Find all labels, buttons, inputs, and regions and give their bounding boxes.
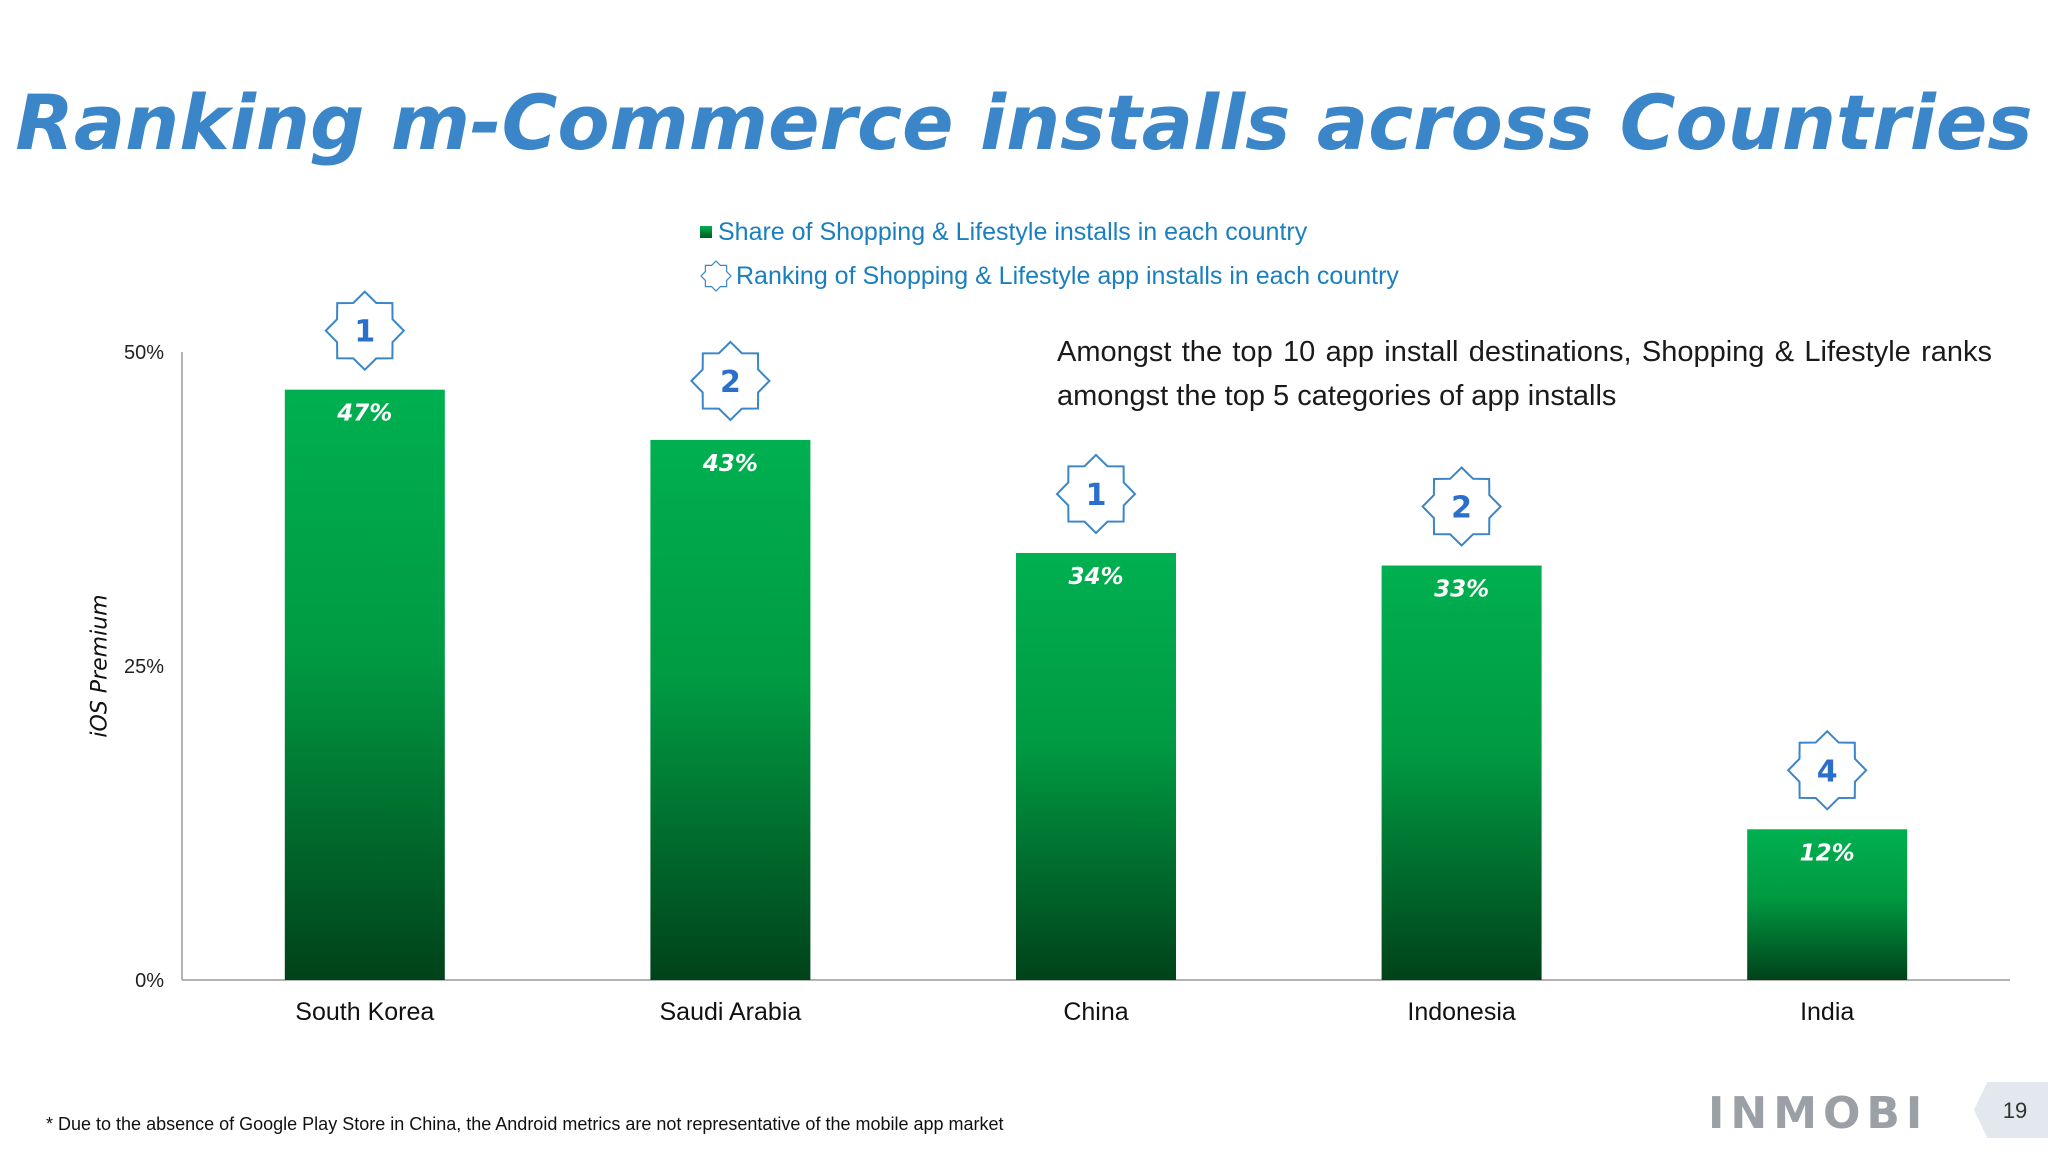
bar-value-label: 43% [702,451,758,477]
page-number: 19 [2002,1098,2028,1123]
page-number-tab [1974,1082,2048,1138]
bar [1747,829,1908,980]
bar [1016,552,1176,980]
category-label: India [1800,998,1854,1026]
star-badge-icon [324,290,406,372]
legend-item-ranking: Ranking of Shopping & Lifestyle app inst… [700,254,1399,298]
rank-badge: 2 [1421,466,1503,547]
category-label: China [1063,998,1128,1026]
legend-item-share: Share of Shopping & Lifestyle installs i… [700,210,1399,254]
star-badge-icon [1055,453,1137,535]
category-label: Saudi Arabia [660,998,802,1026]
rank-badge: 4 [1786,729,1868,811]
category-label: Indonesia [1407,998,1516,1026]
star-badge-icon [689,340,771,422]
rank-number: 4 [1817,754,1838,789]
bar-value-label: 47% [336,401,392,427]
bar-value-label: 34% [1068,564,1123,590]
y-tick-label: 25% [124,656,164,678]
rank-number: 1 [354,315,375,350]
star-badge-icon [1786,729,1868,811]
category-label: South Korea [295,998,434,1026]
rank-number: 2 [720,365,741,400]
rank-badge: 1 [1055,453,1137,535]
rank-number: 2 [1451,491,1472,526]
slide-title: Ranking m-Commerce installs across Count… [15,78,2033,167]
bar [1381,565,1542,980]
footnote: * Due to the absence of Google Play Stor… [46,1114,1004,1134]
legend-label-ranking: Ranking of Shopping & Lifestyle app inst… [736,261,1399,290]
rank-badge: 1 [324,290,406,372]
legend-swatch-icon [700,226,712,238]
chart-legend: Share of Shopping & Lifestyle installs i… [700,210,1399,298]
bar [650,439,811,980]
y-tick-label: 0% [135,970,164,992]
rank-number: 1 [1086,478,1107,513]
bar-value-label: 12% [1800,840,1855,866]
y-tick-label: 50% [124,342,164,364]
chart-callout: Amongst the top 10 app install destinati… [1057,336,1992,412]
bar-value-label: 33% [1434,577,1489,603]
rank-badge: 2 [689,340,771,422]
star-badge-icon [1421,466,1503,547]
legend-label-share: Share of Shopping & Lifestyle installs i… [718,217,1308,246]
inmobi-logo: INMOBI [1708,1088,1929,1139]
bar [284,389,445,980]
star-badge-icon [700,260,732,292]
